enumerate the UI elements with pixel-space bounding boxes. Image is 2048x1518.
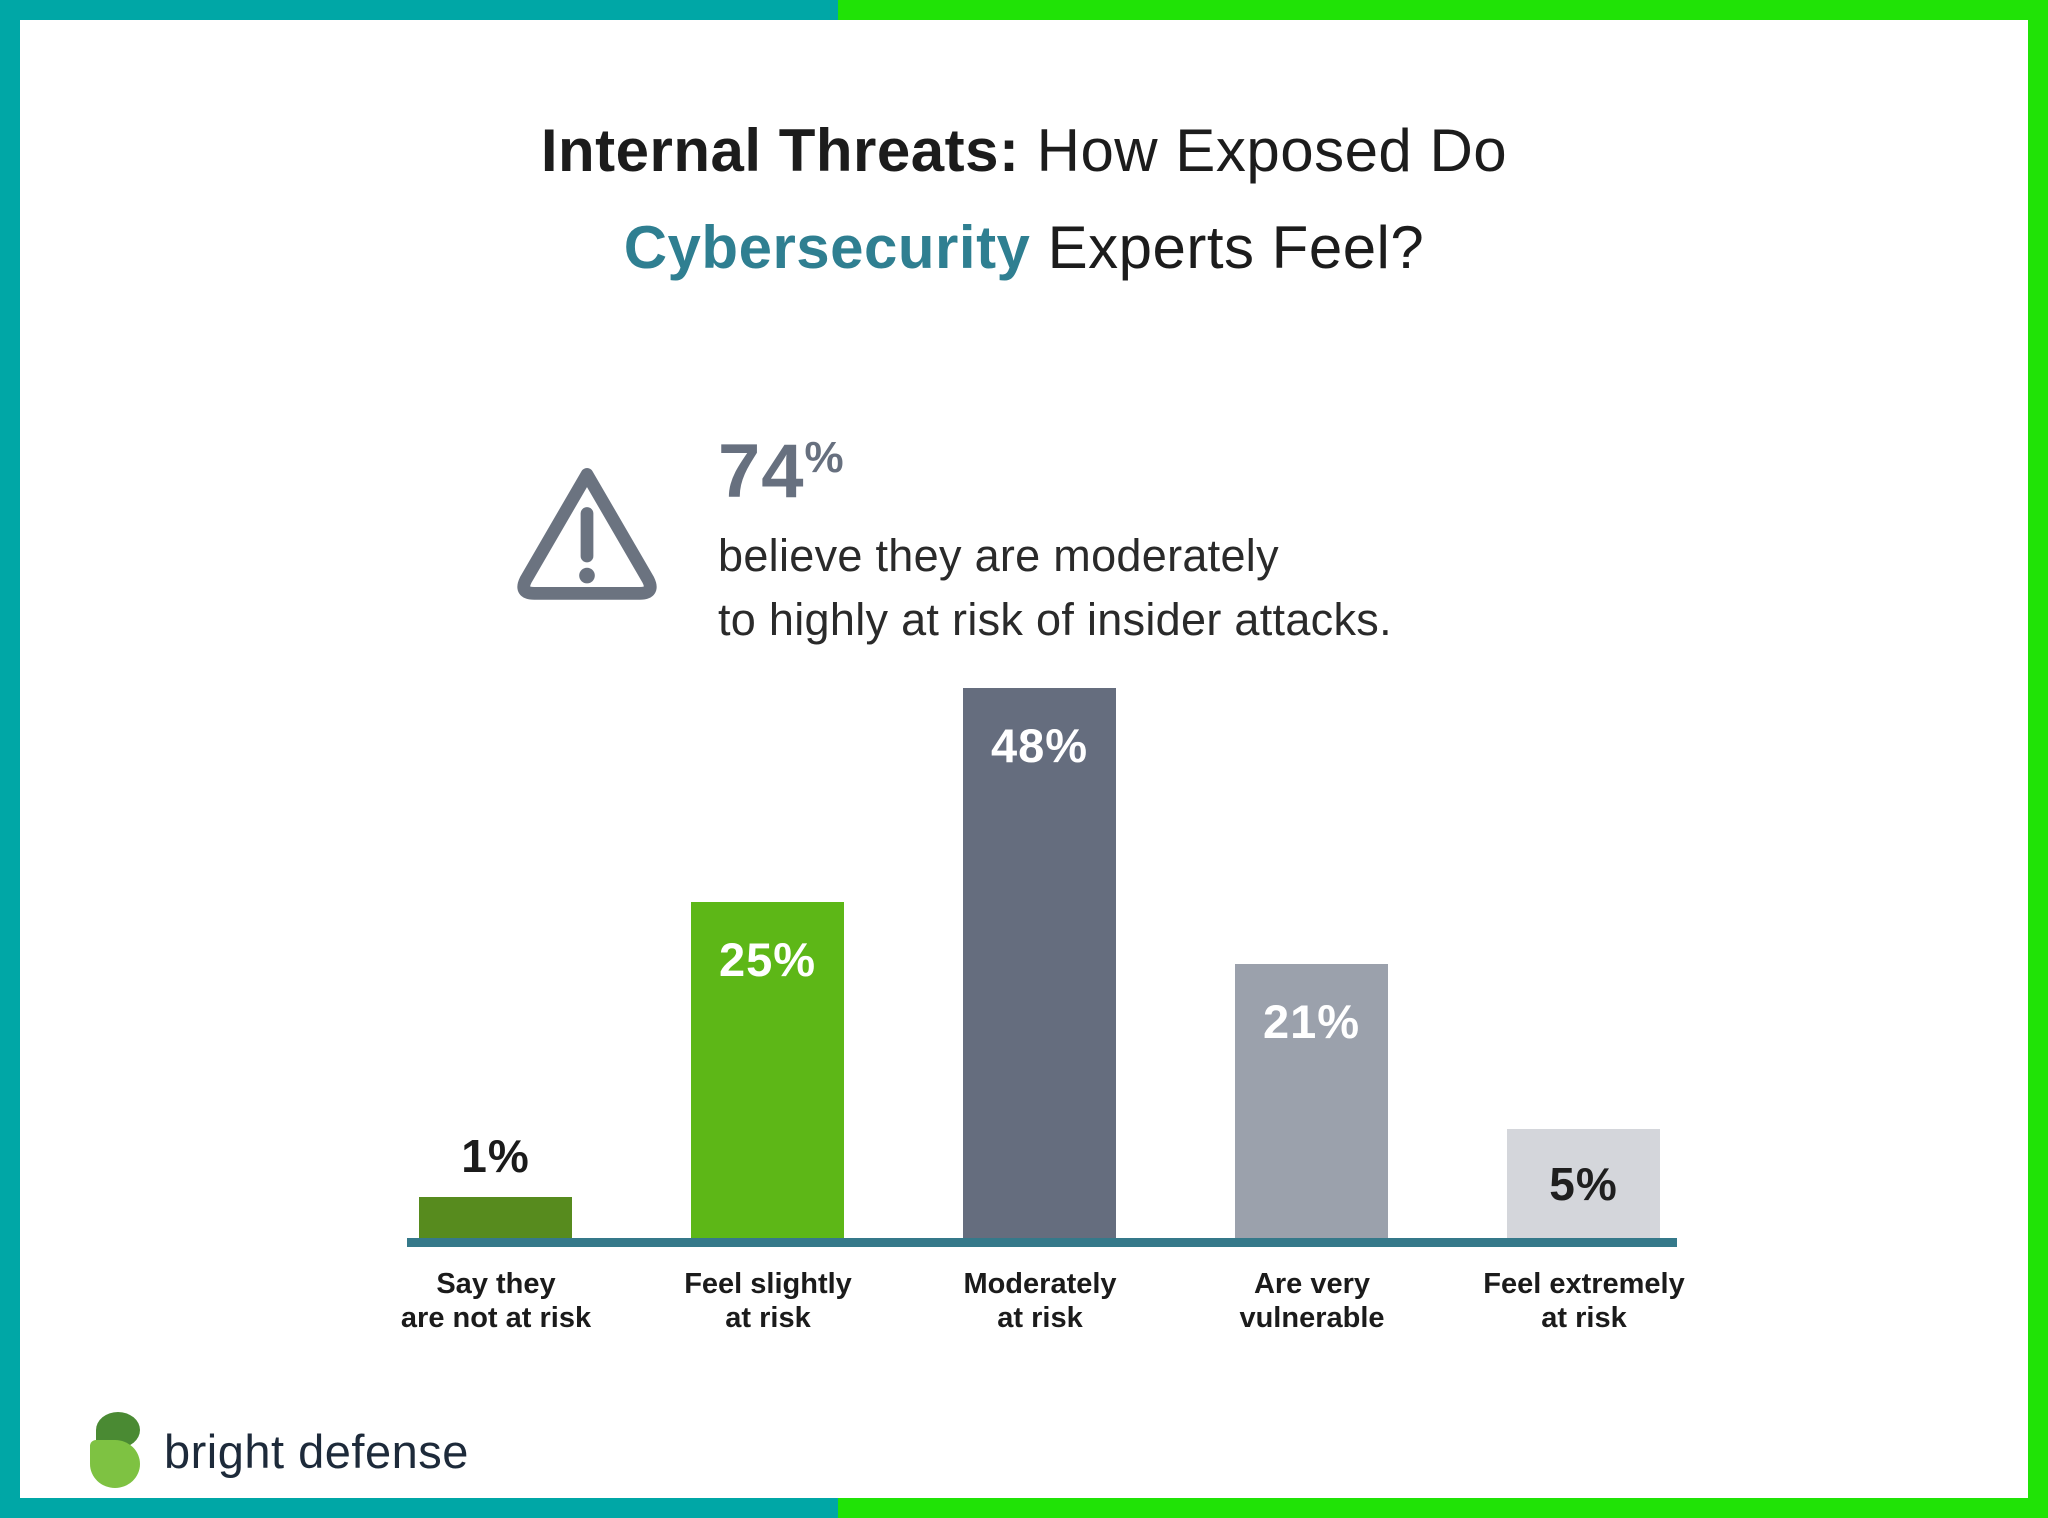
bar-value-label: 25% bbox=[718, 933, 817, 986]
key-stat-text: 74 % believe they are moderately to high… bbox=[718, 434, 1392, 652]
stat-description-line-2: to highly at risk of insider attacks. bbox=[718, 594, 1392, 645]
bar-chart: 1% 25% 48% 21% 5% Say they are not at ri… bbox=[401, 650, 1685, 1334]
title-regular-segment: How Exposed Do bbox=[1019, 117, 1508, 184]
bar-value-label: 5% bbox=[1549, 1157, 1618, 1210]
x-axis-line bbox=[407, 1238, 1677, 1247]
category-label-line: Feel slightly bbox=[684, 1268, 852, 1300]
category-label-3: Moderately at risk bbox=[904, 1267, 1176, 1335]
bar-value-label: 48% bbox=[990, 719, 1089, 772]
title-accent-segment: Cybersecurity bbox=[623, 214, 1031, 281]
brand-name: bright defense bbox=[164, 1424, 469, 1478]
category-label-line: at risk bbox=[997, 1302, 1083, 1334]
title-regular-segment-2: Experts Feel? bbox=[1030, 214, 1425, 281]
stat-percent-sign: % bbox=[804, 433, 844, 482]
stat-number: 74 bbox=[718, 429, 805, 514]
category-label-5: Feel extremely at risk bbox=[1448, 1267, 1720, 1335]
content-canvas: Internal Threats: How Exposed Do Cyberse… bbox=[20, 20, 2028, 1498]
category-label-2: Feel slightly at risk bbox=[632, 1267, 904, 1335]
category-label-line: at risk bbox=[1541, 1302, 1627, 1334]
key-stat-callout: 74 % believe they are moderately to high… bbox=[502, 434, 1392, 652]
stat-value: 74 % bbox=[718, 434, 1392, 510]
bar-say-they-are-not-at-risk: 1% bbox=[419, 1130, 572, 1238]
bar-value-label: 21% bbox=[1262, 995, 1361, 1048]
category-label-line: Moderately bbox=[963, 1268, 1117, 1300]
warning-triangle-icon bbox=[502, 450, 672, 628]
bar-feel-extremely-at-risk: 5% bbox=[1507, 1129, 1660, 1238]
bright-defense-logo-icon bbox=[90, 1412, 142, 1490]
stat-description-line-1: believe they are moderately bbox=[718, 530, 1279, 581]
category-label-line: Say they bbox=[436, 1268, 556, 1300]
category-label-4: Are very vulnerable bbox=[1176, 1267, 1448, 1335]
bar-feel-slightly-at-risk: 25% bbox=[691, 902, 844, 1238]
category-label-line: are not at risk bbox=[400, 1302, 592, 1334]
title-bold-segment: Internal Threats: bbox=[540, 117, 1020, 184]
category-label-line: Feel extremely bbox=[1483, 1268, 1685, 1300]
page-title: Internal Threats: How Exposed Do Cyberse… bbox=[20, 102, 2028, 296]
category-label-line: Are very bbox=[1253, 1268, 1371, 1300]
title-line-2: Cybersecurity Experts Feel? bbox=[20, 199, 2028, 296]
title-line-1: Internal Threats: How Exposed Do bbox=[20, 102, 2028, 199]
bar-are-very-vulnerable: 21% bbox=[1235, 964, 1388, 1238]
category-label-1: Say they are not at risk bbox=[360, 1267, 632, 1335]
category-label-line: vulnerable bbox=[1239, 1302, 1385, 1334]
logo-leaf-bottom bbox=[90, 1440, 140, 1488]
bar-moderately-at-risk: 48% bbox=[963, 688, 1116, 1238]
category-label-line: at risk bbox=[725, 1302, 811, 1334]
brand-logo: bright defense bbox=[90, 1412, 469, 1490]
bar-value-label: 1% bbox=[461, 1130, 530, 1182]
